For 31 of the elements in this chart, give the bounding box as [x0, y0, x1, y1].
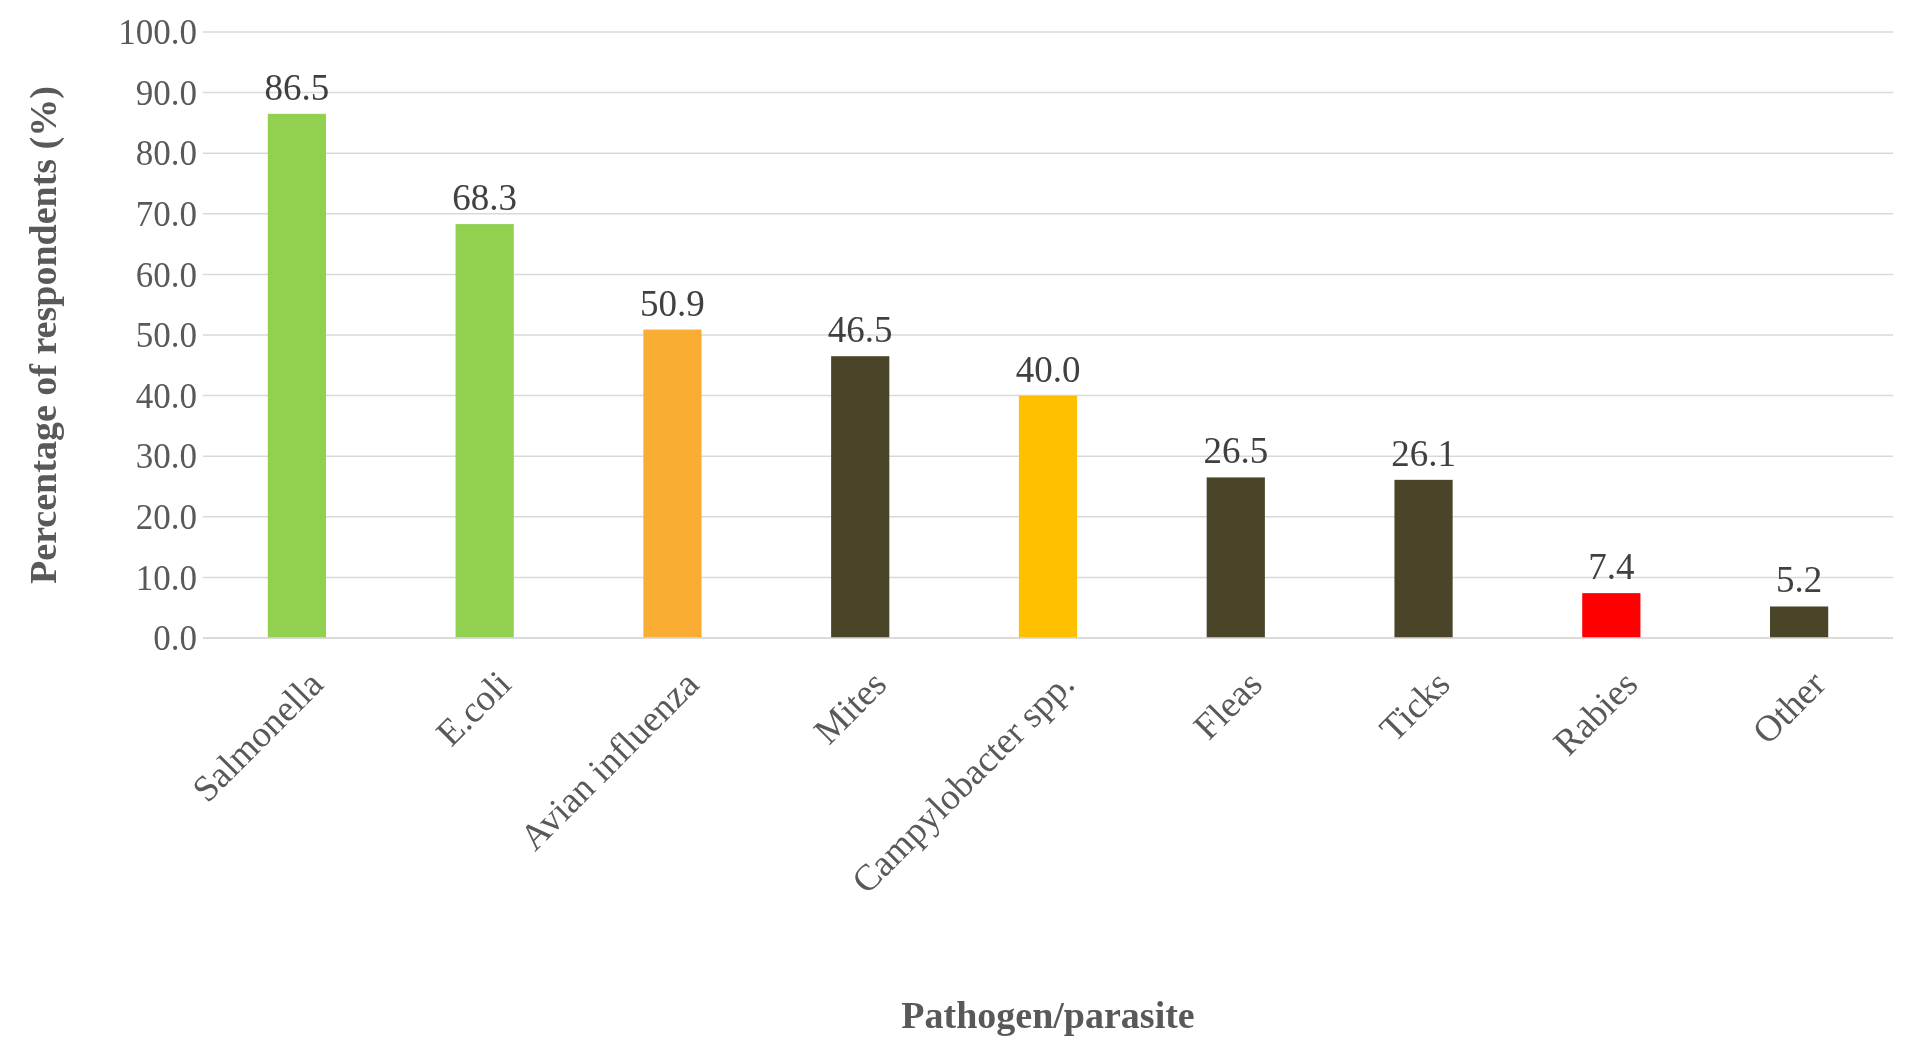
- y-tick-label: 50.0: [135, 316, 197, 356]
- y-axis-title: Percentage of respondents (%): [22, 86, 65, 584]
- data-label: 40.0: [1015, 348, 1081, 390]
- bar: [831, 356, 890, 638]
- bar: [1770, 606, 1829, 638]
- bar: [1206, 477, 1265, 638]
- x-axis-title: Pathogen/parasite: [901, 994, 1195, 1036]
- data-label: 7.4: [1588, 546, 1635, 588]
- y-tick-label: 70.0: [135, 195, 197, 235]
- bar: [643, 329, 702, 638]
- y-tick-label: 30.0: [135, 437, 197, 477]
- data-label: 26.1: [1391, 432, 1456, 474]
- y-tick-label: 20.0: [135, 498, 197, 538]
- y-tick-label: 80.0: [135, 134, 197, 174]
- y-tick-label: 100.0: [118, 13, 197, 53]
- data-label: 50.9: [640, 282, 705, 324]
- data-label: 5.2: [1775, 559, 1823, 601]
- bar: [1394, 479, 1453, 638]
- y-tick-label: 0.0: [153, 619, 197, 659]
- data-label: 26.5: [1203, 430, 1269, 472]
- data-label: 86.5: [264, 66, 330, 108]
- bar: [1582, 593, 1641, 638]
- y-tick-label: 10.0: [135, 558, 197, 598]
- bar: [1018, 395, 1078, 638]
- bar: [455, 224, 514, 638]
- y-tick-label: 40.0: [135, 376, 197, 416]
- data-label: 46.5: [827, 309, 893, 351]
- bar: [267, 113, 326, 638]
- y-tick-label: 60.0: [135, 255, 197, 295]
- y-tick-label: 90.0: [135, 73, 197, 113]
- data-label: 68.3: [452, 177, 518, 219]
